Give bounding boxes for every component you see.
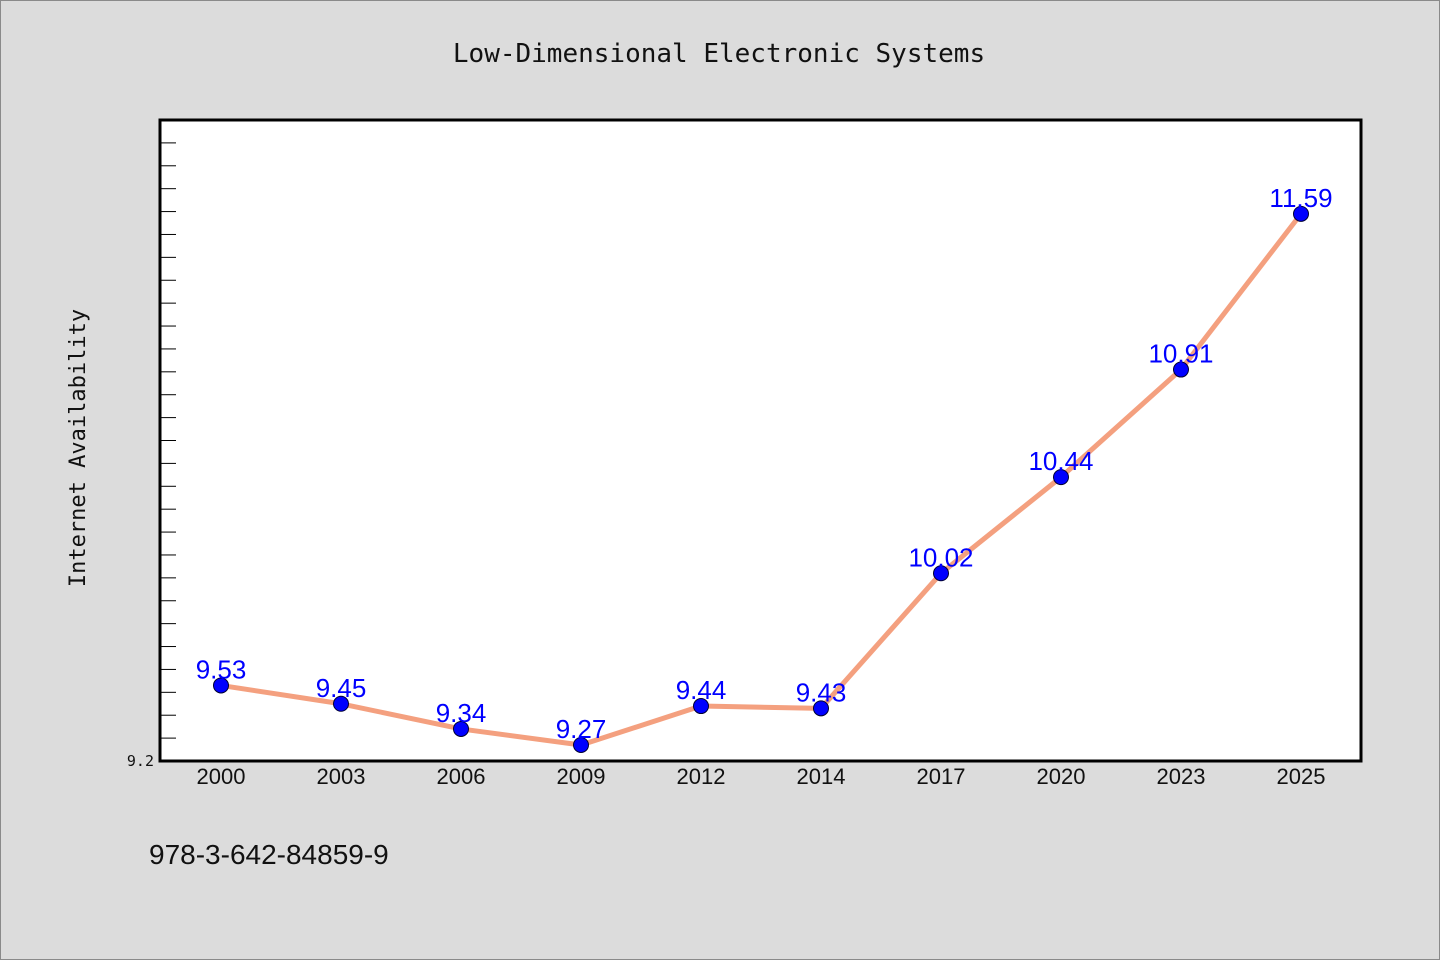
x-tick-label: 2020: [1037, 764, 1086, 789]
data-label: 10.91: [1148, 339, 1213, 369]
data-point: [933, 565, 949, 582]
x-tick-label: 2000: [197, 764, 246, 789]
data-label: 9.44: [676, 675, 727, 705]
data-label: 10.44: [1028, 446, 1093, 476]
series-line: [218, 211, 1304, 748]
x-tick-label: 2017: [917, 764, 966, 789]
y-axis-ticks: [160, 142, 176, 739]
x-tick-label: 2006: [437, 764, 486, 789]
footer-isbn: 978-3-642-84859-9: [149, 839, 389, 870]
y-axis-label: Internet Availability: [66, 309, 91, 587]
data-label: 11.59: [1269, 183, 1332, 213]
x-tick-label: 2012: [677, 764, 726, 789]
data-label: 9.34: [436, 698, 487, 728]
data-label: 9.45: [316, 673, 367, 703]
data-point: [813, 700, 829, 717]
data-label: 9.43: [796, 677, 847, 707]
data-point: [213, 677, 229, 694]
data-point: [573, 736, 589, 753]
x-tick-label: 2009: [557, 764, 606, 789]
data-labels: 9.53 9.45 9.34 9.27 9.44 9.43 10.02 10.44 10.91 1…: [196, 183, 1333, 744]
data-point: [1293, 205, 1309, 222]
plot-area: [158, 118, 1363, 763]
x-tick-label: 2003: [317, 764, 366, 789]
x-tick-label: 2014: [797, 764, 846, 789]
data-point: [333, 695, 349, 712]
data-label: 9.27: [556, 714, 607, 744]
data-label: 10.02: [908, 542, 973, 572]
x-tick-label: 2025: [1277, 764, 1326, 789]
data-point: [453, 720, 469, 737]
data-point: [1053, 469, 1069, 486]
x-axis-tick-labels: 2000 2003 2006 2009 2012 2014 2017 2020 2023 2025: [197, 764, 1326, 789]
data-label: 9.53: [196, 654, 247, 684]
y-axis-tick-labels: 9.2: [127, 752, 154, 770]
x-tick-label: 2023: [1157, 764, 1206, 789]
chart-title: Low-Dimensional Electronic Systems: [453, 39, 985, 69]
data-point: [693, 698, 709, 715]
data-point: [1173, 361, 1189, 378]
y-tick-label: 9.2: [127, 752, 154, 770]
data-markers: [213, 205, 1309, 753]
